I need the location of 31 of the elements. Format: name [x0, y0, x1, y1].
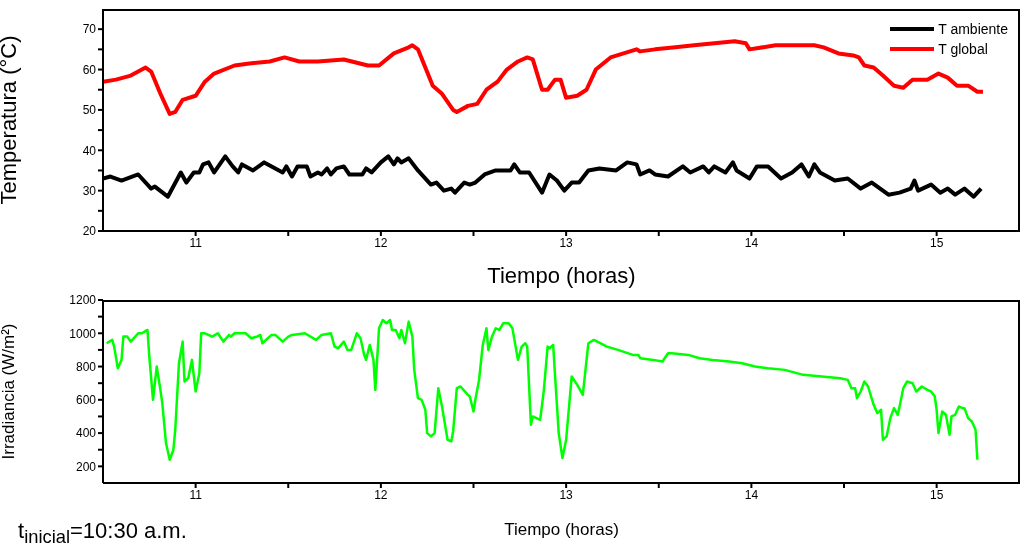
x-tick-label: 13	[559, 487, 574, 502]
text: t$_{inicial}$=10:30 a.m.	[18, 518, 187, 549]
x-tick-label: 14	[744, 487, 759, 502]
x-tick-label: 11	[189, 487, 203, 502]
y-tick-label: 400	[75, 426, 97, 441]
legend-label: T global	[938, 41, 988, 57]
y-tick-label: 50	[82, 103, 97, 118]
x-tick-label: 15	[929, 235, 944, 250]
y-axis-title: Temperatura (°C)	[0, 35, 21, 205]
y-tick-label: 1000	[69, 326, 97, 341]
y-tick-label: 40	[82, 143, 97, 158]
y-tick-label: 30	[82, 183, 97, 198]
line-series	[105, 318, 979, 461]
x-tick-label: 11	[189, 235, 203, 250]
y-tick-label: 600	[75, 393, 97, 408]
y-tick-label: 200	[75, 459, 97, 474]
y-tick-label: 1200	[69, 293, 97, 308]
x-tick-label: 15	[929, 487, 944, 502]
y-tick-label: 800	[75, 359, 97, 374]
y-axis-title: Irradiancia (W/m²)	[0, 323, 19, 460]
x-axis-title: Tiempo (horas)	[504, 520, 619, 539]
y-tick-label: 20	[82, 224, 97, 239]
y-tick-label: 70	[82, 22, 97, 37]
x-tick-label: 14	[744, 235, 759, 250]
x-tick-label: 12	[374, 487, 388, 502]
legend-label: T ambiente	[938, 21, 1008, 37]
y-tick-label: 60	[82, 62, 97, 77]
x-axis-title: Tiempo (horas)	[487, 263, 636, 288]
line-series	[103, 39, 985, 116]
x-tick-label: 12	[374, 235, 388, 250]
x-tick-label: 13	[559, 235, 574, 250]
